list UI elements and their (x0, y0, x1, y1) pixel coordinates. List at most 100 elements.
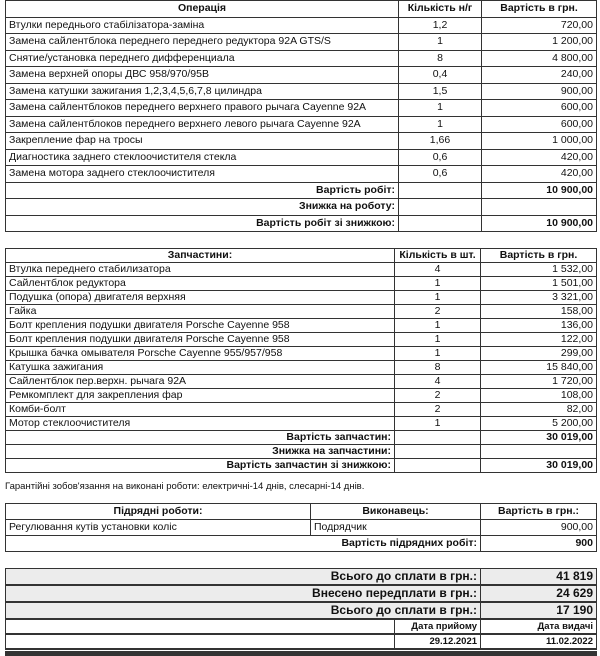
item-price: 15 840,00 (480, 360, 597, 375)
item-name: Болт крепления подушки двигателя Porsche… (5, 318, 395, 333)
col-contractor: Виконавець: (310, 503, 481, 520)
item-qty: 1 (394, 290, 481, 305)
parts-discount-row: Знижка на запчастини: (5, 444, 597, 459)
col-hours: Кількість н/г (398, 0, 482, 18)
item-price: 4 800,00 (481, 49, 597, 67)
item-name: Подушка (опора) двигателя верхняя (5, 290, 395, 305)
works-final-row: Вартість робіт зі знижкою: 10 900,00 (5, 214, 597, 232)
item-name: Сайлентблок редуктора (5, 276, 395, 291)
item-qty: 0,6 (398, 165, 482, 183)
item-price: 600,00 (481, 99, 597, 117)
table-row: Крышка бачка омывателя Porsche Cayenne 9… (5, 346, 597, 361)
summary-due-row: Всього до сплати в грн.: 17 190 (4, 601, 597, 620)
parts-total-row: Вартість запчастин: 30 019,00 (5, 430, 597, 445)
table-row: Болт крепления подушки двигателя Porsche… (5, 318, 597, 333)
item-price: 900,00 (481, 82, 597, 100)
item-qty: 2 (394, 388, 481, 403)
table-row: Втулки переднього стабілізатора-заміна 1,… (5, 16, 597, 34)
table-row: Болт крепления подушки двигателя Porsche… (5, 332, 597, 347)
item-qty: 8 (398, 49, 482, 67)
table-row: Мотор стеклоочистителя 1 5 200,00 (5, 416, 597, 431)
table-row: Регулювання кутів установки коліс Подряд… (5, 519, 597, 536)
item-qty: 1 (394, 346, 481, 361)
table-row: Подушка (опора) двигателя верхняя 1 3 321,… (5, 290, 597, 305)
item-qty: 1 (394, 416, 481, 431)
item-qty: 1 (394, 332, 481, 347)
table-row: Закрепление фар на тросы 1,66 1 000,00 (5, 132, 597, 150)
col-price: Вартість в грн. (481, 0, 597, 18)
col-operation: Операція (5, 0, 399, 18)
item-price: 1 532,00 (480, 262, 597, 277)
item-qty: 2 (394, 304, 481, 319)
item-price: 420,00 (481, 165, 597, 183)
item-qty: 0,4 (398, 66, 482, 84)
item-name: Гайка (5, 304, 395, 319)
item-price: 122,00 (480, 332, 597, 347)
item-qty: 1,5 (398, 82, 482, 100)
item-qty: 8 (394, 360, 481, 375)
item-name: Закрепление фар на тросы (5, 132, 399, 150)
item-qty: 4 (394, 374, 481, 389)
item-price: 1 501,00 (480, 276, 597, 291)
item-price: 420,00 (481, 148, 597, 166)
item-qty: 4 (394, 262, 481, 277)
item-qty: 1 (398, 115, 482, 133)
item-qty: 1 (398, 33, 482, 51)
table-row: Комби-болт 2 82,00 (5, 402, 597, 417)
item-name: Крышка бачка омывателя Porsche Cayenne 9… (5, 346, 395, 361)
summary-prepaid-row: Внесено передплати в грн.: 24 629 (4, 584, 597, 603)
table-row: Снятие/установка переднего дифференциала… (5, 49, 597, 67)
item-price: 1 200,00 (481, 33, 597, 51)
parts-table: Запчастини: Кількість в шт. Вартість в г… (5, 248, 597, 473)
table-row: Ремкомплект для закрепления фар 2 108,00 (5, 388, 597, 403)
item-name: Сайлентблок пер.верхн. рычага 92A (5, 374, 395, 389)
item-qty: 0,6 (398, 148, 482, 166)
item-name: Замена сайлентблоков переднего верхнего … (5, 99, 399, 117)
item-name: Замена верхней опоры ДВС 958/970/95B (5, 66, 399, 84)
item-name: Болт крепления подушки двигателя Porsche… (5, 332, 395, 347)
item-qty: 1 (394, 318, 481, 333)
summary-total-row: Всього до сплати в грн.: 41 819 (4, 568, 597, 586)
item-qty: 1 (398, 99, 482, 117)
item-price: 158,00 (480, 304, 597, 319)
warranty-note: Гарантійні зобов'язання на виконані робо… (5, 481, 365, 492)
table-row: Замена сайлентблоков переднего верхнего … (5, 99, 597, 117)
col-subwork: Підрядні роботи: (5, 503, 311, 520)
item-name: Снятие/установка переднего дифференциала (5, 49, 399, 67)
item-price: 600,00 (481, 115, 597, 133)
item-name: Замена сайлентблоков переднего верхнего … (5, 115, 399, 133)
table-row: Сайлентблок пер.верхн. рычага 92A 4 1 720,… (5, 374, 597, 389)
subcontract-table: Підрядні роботи: Виконавець: Вартість в … (5, 503, 597, 552)
summary-table: Всього до сплати в грн.: 41 819 Внесено п… (4, 568, 597, 650)
table-row: Замена катушки зажигания 1,2,3,4,5,6,7,8… (5, 82, 597, 100)
table-row: Сайлентблок редуктора 1 1 501,00 (5, 276, 597, 291)
item-name: Замена мотора заднего стеклоочистителя (5, 165, 399, 183)
table-row: Диагностика заднего стеклоочистителя сте… (5, 148, 597, 166)
item-price: 136,00 (480, 318, 597, 333)
table-row: Замена верхней опоры ДВС 958/970/95B 0,4 2… (5, 66, 597, 84)
item-price: 720,00 (481, 16, 597, 34)
item-qty: 1,66 (398, 132, 482, 150)
item-price: 3 321,00 (480, 290, 597, 305)
item-name: Втулки переднього стабілізатора-заміна (5, 16, 399, 34)
item-qty: 2 (394, 402, 481, 417)
item-qty: 1 (394, 276, 481, 291)
date-values-row: 29.12.2021 11.02.2022 (5, 633, 597, 650)
item-name: Втулка переднего стабилизатора (5, 262, 395, 277)
table-row: Втулка переднего стабилизатора 4 1 532,00 (5, 262, 597, 277)
col-qty: Кількість в шт. (394, 248, 481, 263)
item-price: 108,00 (480, 388, 597, 403)
item-price: 1 000,00 (481, 132, 597, 150)
item-name: Замена катушки зажигания 1,2,3,4,5,6,7,8… (5, 82, 399, 100)
works-table: Операція Кількість н/г Вартість в грн. В… (5, 0, 597, 232)
item-name: Мотор стеклоочистителя (5, 416, 395, 431)
item-qty: 1,2 (398, 16, 482, 34)
item-name: Ремкомплект для закрепления фар (5, 388, 395, 403)
table-row: Замена мотора заднего стеклоочистителя 0,… (5, 165, 597, 183)
col-price: Вартість в грн.: (480, 503, 597, 520)
col-price: Вартість в грн. (480, 248, 597, 263)
item-name: Диагностика заднего стеклоочистителя сте… (5, 148, 399, 166)
item-price: 5 200,00 (480, 416, 597, 431)
table-row: Замена сайлентблока переднего переднего … (5, 33, 597, 51)
item-price: 240,00 (481, 66, 597, 84)
